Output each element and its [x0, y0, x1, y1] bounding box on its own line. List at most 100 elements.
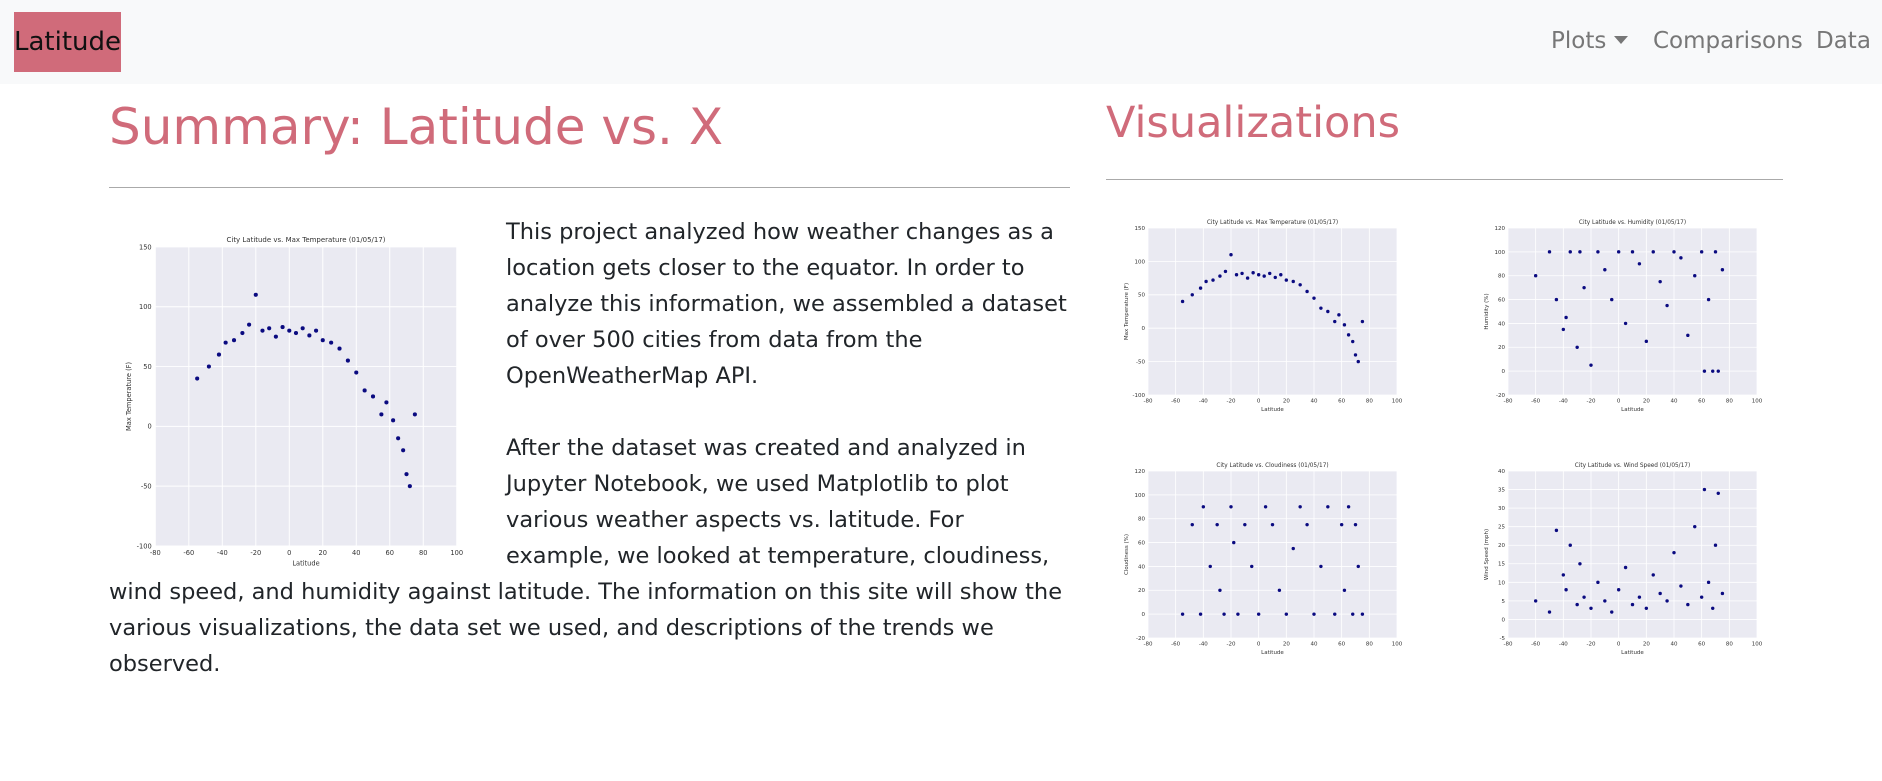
data-point — [1630, 250, 1635, 254]
y-tick-label: 50 — [1138, 293, 1145, 299]
chart-title: City Latitude vs. Humidity (01/05/17) — [1579, 220, 1686, 226]
data-point — [1356, 359, 1360, 364]
chart-title: City Latitude vs. Max Temperature (01/05… — [1207, 220, 1338, 226]
y-axis-label: Wind Speed (mph) — [1484, 529, 1490, 580]
chart[interactable]: -5 0 5 10 15 20 25 30 35 40 -80 -60 -40 -20 0 20 40 60 80 1… — [1478, 457, 1763, 662]
y-tick-label: 0 — [147, 423, 151, 431]
data-point — [1298, 505, 1302, 509]
data-point — [404, 472, 409, 477]
data-point — [1693, 524, 1697, 529]
nav-label[interactable]: Plots — [1551, 28, 1607, 54]
nav-plots[interactable]: Plots — [1551, 28, 1629, 54]
y-axis-label: Humidity (%) — [1484, 293, 1490, 329]
data-point — [1251, 271, 1255, 275]
data-point — [1711, 606, 1715, 611]
x-tick-label: -60 — [1171, 399, 1180, 405]
x-tick-label: 0 — [1257, 399, 1261, 405]
data-point — [1312, 296, 1316, 300]
y-tick-label: 150 — [139, 243, 152, 251]
x-tick-label: -40 — [1559, 642, 1568, 648]
chart[interactable]: -20 0 20 40 60 80 100 120 -80 -60 -40 -20 0 20 40 60 80 1… — [1118, 457, 1403, 662]
data-point — [320, 338, 325, 343]
y-axis-label: Max Temperature (F) — [1124, 283, 1130, 340]
x-tick-label: 100 — [1392, 642, 1403, 648]
data-point — [1215, 522, 1219, 527]
data-point — [1702, 369, 1707, 373]
x-tick-label: -20 — [1227, 399, 1236, 405]
data-point — [1706, 297, 1711, 302]
x-tick-label: 100 — [1752, 399, 1763, 405]
x-tick-label: 80 — [1366, 642, 1373, 648]
data-point — [1262, 274, 1266, 278]
data-point — [1547, 610, 1552, 614]
y-tick-label: 120 — [1135, 469, 1146, 475]
x-tick-label: 20 — [1283, 399, 1290, 405]
data-point — [412, 412, 417, 417]
x-axis-label: Latitude — [1261, 407, 1284, 413]
x-tick-label: -40 — [1559, 399, 1568, 405]
data-point — [1236, 612, 1240, 616]
y-tick-label: 100 — [1495, 250, 1506, 256]
y-tick-label: 80 — [1498, 274, 1505, 280]
y-tick-label: -20 — [1496, 393, 1505, 399]
nav-comparisons[interactable]: Comparisons — [1653, 28, 1803, 54]
y-tick-label: 0 — [1502, 617, 1506, 623]
data-point — [1582, 285, 1586, 290]
chart[interactable]: -20 0 20 40 60 80 100 120 -80 -60 -40 -20 0 20 40 60 80 1… — [1478, 214, 1763, 419]
chart[interactable]: -100 -50 0 50 100 150 -80 -60 -40 -20 0 20 40 60 80 100… — [1118, 214, 1403, 419]
x-tick-label: 40 — [1311, 642, 1318, 648]
x-tick-label: -60 — [1171, 642, 1180, 648]
data-point — [1319, 306, 1323, 310]
x-axis-label: Latitude — [1621, 650, 1644, 656]
data-point — [293, 331, 299, 336]
data-point — [1180, 612, 1185, 616]
x-tick-label: 80 — [1726, 399, 1733, 405]
y-tick-label: 30 — [1498, 506, 1505, 512]
y-tick-label: -5 — [1500, 636, 1506, 642]
data-point — [1279, 273, 1283, 277]
x-axis-label: Latitude — [292, 559, 319, 567]
data-point — [267, 326, 272, 331]
x-tick-label: -20 — [250, 549, 261, 557]
paragraph: This project analyzed how weather change… — [506, 219, 1067, 389]
x-tick-label: 60 — [386, 549, 394, 557]
chart-title: City Latitude vs. Cloudiness (01/05/17) — [1216, 463, 1328, 469]
y-tick-label: 40 — [1498, 321, 1505, 327]
data-point — [1232, 540, 1236, 545]
nav-data[interactable]: Data — [1816, 28, 1871, 54]
plot-area — [1148, 471, 1397, 638]
data-point — [1610, 297, 1614, 302]
data-point — [391, 418, 396, 423]
x-tick-label: 0 — [1257, 642, 1261, 648]
data-point — [1711, 369, 1715, 373]
dropdown-caret[interactable] — [1614, 36, 1629, 44]
y-tick-label: -20 — [1136, 636, 1145, 642]
brand[interactable]: Latitude — [14, 12, 121, 72]
data-point — [1720, 268, 1725, 272]
data-point — [1623, 321, 1628, 326]
y-tick-label: 20 — [1498, 543, 1505, 549]
data-point — [1353, 522, 1358, 527]
data-point — [1234, 273, 1239, 277]
x-tick-label: 60 — [1338, 642, 1345, 648]
y-tick-label: 35 — [1498, 487, 1505, 493]
x-tick-label: 100 — [450, 549, 463, 557]
data-point — [1256, 273, 1261, 277]
data-point — [1360, 612, 1365, 616]
plot-area — [1508, 471, 1757, 638]
data-point — [1229, 505, 1233, 509]
x-tick-label: 0 — [1617, 642, 1621, 648]
divider — [109, 187, 1070, 188]
data-point — [1596, 250, 1600, 254]
data-point — [370, 394, 376, 399]
x-tick-label: 80 — [1726, 642, 1733, 648]
y-tick-label: 120 — [1495, 226, 1506, 232]
y-tick-label: -50 — [1136, 360, 1145, 366]
x-tick-label: 40 — [1671, 642, 1678, 648]
data-point — [1699, 595, 1704, 599]
divider — [1106, 179, 1783, 180]
data-point — [1337, 313, 1341, 317]
y-tick-label: 10 — [1498, 580, 1505, 586]
